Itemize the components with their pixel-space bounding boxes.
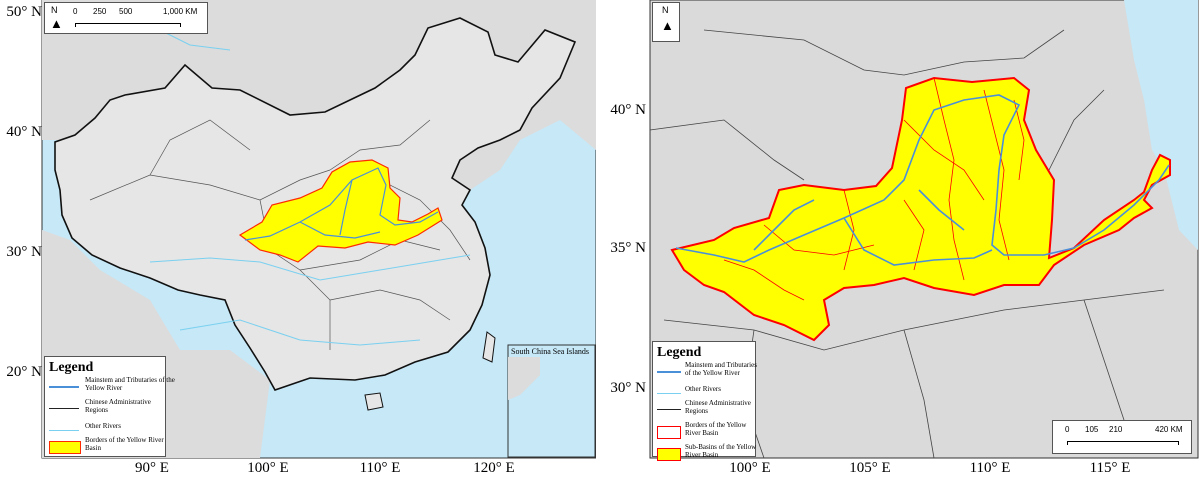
other-river-symbol xyxy=(657,388,681,394)
legend-label: Other Rivers xyxy=(85,422,121,430)
lon-label: 110° E xyxy=(359,460,401,476)
inset-land xyxy=(508,357,540,400)
legend-item: Other Rivers xyxy=(49,420,161,436)
scale-tick: 500 xyxy=(119,7,133,16)
scale-tick: 1,000 KM xyxy=(163,7,198,16)
river-symbol xyxy=(657,366,681,373)
legend-label: Borders of the Yellow River Basin xyxy=(685,421,747,437)
yellow-river-basin-map: N ▲ 40° N 35° N 30° N 100° E 105° E 110°… xyxy=(604,0,1200,477)
scale-tick: 0 xyxy=(73,7,78,16)
north-arrow-box: N ▲ xyxy=(652,2,680,42)
scale-tick: 250 xyxy=(93,7,107,16)
lat-label: 40° N xyxy=(610,102,646,118)
lat-label: 50° N xyxy=(6,4,42,20)
lon-label: 120° E xyxy=(473,460,515,476)
boundary-symbol xyxy=(657,404,681,410)
legend-label: Other Rivers xyxy=(685,385,721,393)
scale-bar xyxy=(75,23,181,27)
north-arrow-icon: ▲ xyxy=(50,16,63,31)
legend-label: Mainstem and Tributaries of the Yellow R… xyxy=(85,376,175,392)
lon-label: 105° E xyxy=(849,460,891,476)
legend-title: Legend xyxy=(49,360,94,375)
river-symbol xyxy=(49,381,79,388)
basin-symbol xyxy=(49,441,81,454)
lat-label: 35° N xyxy=(610,240,646,256)
sub-basin-symbol xyxy=(657,448,681,461)
yellow-river-mainstem xyxy=(675,94,1170,266)
north-arrow-icon: ▲ xyxy=(661,18,674,33)
lon-label: 115° E xyxy=(1089,460,1131,476)
lat-label: 30° N xyxy=(610,380,646,396)
legend-item: Mainstem and Tributaries of the Yellow R… xyxy=(657,361,757,383)
hainan-island xyxy=(364,392,384,411)
bohai-sea xyxy=(1124,0,1198,250)
legend-item: Chinese Administrative Regions xyxy=(49,398,161,420)
basin-border-symbol xyxy=(657,426,681,439)
scale-tick: 0 xyxy=(1065,425,1070,434)
lat-label: 40° N xyxy=(6,124,42,140)
legend-label: Chinese Administrative Regions xyxy=(85,398,151,414)
basin-map-canvas xyxy=(649,0,1199,459)
sub-basin-boundaries xyxy=(723,77,1025,301)
legend-label: Chinese Administrative Regions xyxy=(685,399,751,415)
scale-tick: 105 xyxy=(1085,425,1099,434)
lon-label: 100° E xyxy=(729,460,771,476)
legend-item: Sub-Basins of the Yellow River Basin xyxy=(657,443,756,465)
legend-label: Borders of the Yellow River Basin xyxy=(85,436,164,452)
boundary-symbol xyxy=(49,403,79,409)
north-label: N xyxy=(51,5,58,15)
legend-item: Borders of the Yellow River Basin xyxy=(657,421,751,443)
lat-label: 30° N xyxy=(6,244,42,260)
legend-label: Sub-Basins of the Yellow River Basin xyxy=(685,443,757,459)
other-rivers xyxy=(149,29,471,346)
legend: Legend Mainstem and Tributaries of the Y… xyxy=(652,341,757,461)
scale-bar xyxy=(1067,441,1179,445)
yellow-river-basin xyxy=(670,76,1171,342)
lat-label: 20° N xyxy=(6,364,42,380)
legend-item: Mainstem and Tributaries of the Yellow R… xyxy=(49,376,175,398)
yellow-river-basin xyxy=(238,159,443,263)
lon-label: 90° E xyxy=(135,460,169,476)
legend: Legend Mainstem and Tributaries of the Y… xyxy=(44,356,175,458)
legend-item: Chinese Administrative Regions xyxy=(657,399,751,421)
admin-boundaries xyxy=(649,29,1165,459)
legend-item: Borders of the Yellow River Basin xyxy=(49,436,164,458)
inset-title: South China Sea Islands xyxy=(511,347,589,356)
legend-label: Mainstem and Tributaries of the Yellow R… xyxy=(685,361,757,377)
scale-box: 0 105 210 420 KM xyxy=(1052,420,1192,454)
legend-item: Other Rivers xyxy=(657,383,751,399)
scale-box: N ▲ 0 250 500 1,000 KM xyxy=(44,2,208,34)
scale-tick: 210 xyxy=(1109,425,1123,434)
scale-tick: 420 KM xyxy=(1155,425,1183,434)
lon-label: 110° E xyxy=(969,460,1011,476)
yellow-river-mainstem xyxy=(244,167,439,241)
north-label: N xyxy=(662,5,669,15)
other-river-symbol xyxy=(49,425,79,431)
lon-label: 100° E xyxy=(247,460,289,476)
china-overview-map: N ▲ 0 250 500 1,000 KM 50° N 40° N 30° N… xyxy=(0,0,596,477)
legend-title: Legend xyxy=(657,345,702,360)
taiwan-island xyxy=(482,331,496,363)
